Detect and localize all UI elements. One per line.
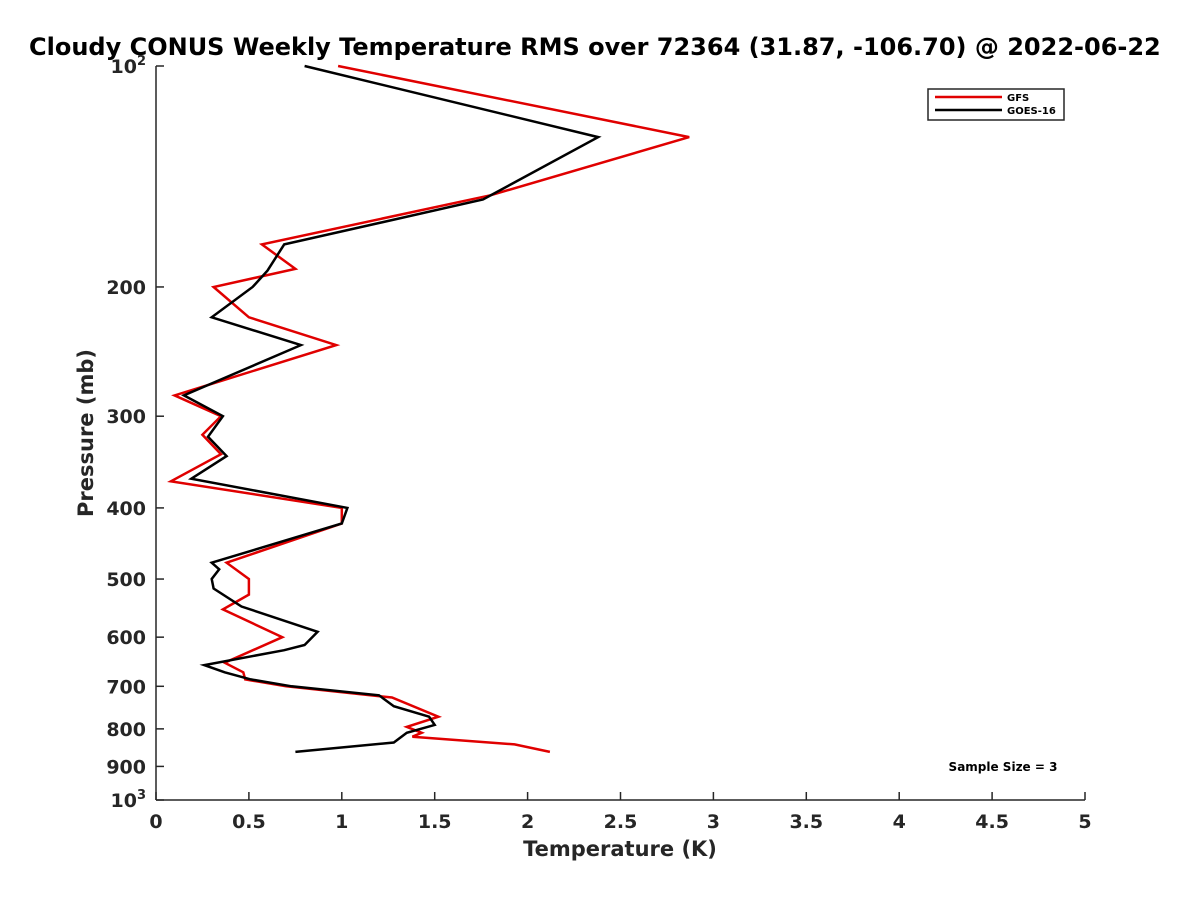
legend: GFS GOES-16 [927,88,1065,121]
y-tick-label: 500 [106,569,146,591]
y-tick-label: 900 [106,756,146,778]
x-tick-label: 1.5 [418,811,452,833]
y-tick-label: 200 [106,277,146,299]
y-tick-label: 700 [106,676,146,698]
x-tick-label: 2.5 [604,811,638,833]
sample-size-annotation: Sample Size = 3 [949,760,1058,774]
plot-area: 0 0.5 1 1.5 2 2.5 3 3.5 4 4.5 5 102 200 300 400 500 600 7… [106,54,1091,833]
y-tick-label: 300 [106,406,146,428]
series-line-goes-16 [181,64,602,754]
x-tick-label: 4 [893,811,906,833]
series-line-gfs [167,64,690,754]
x-tick-label: 4.5 [975,811,1009,833]
x-tick-label: 3.5 [789,811,823,833]
x-tick-label: 0 [149,811,162,833]
y-tick-label: 102 [111,54,147,78]
x-tick-label: 1 [335,811,348,833]
x-tick-label: 3 [707,811,720,833]
y-tick-label: 103 [111,788,147,812]
y-axis-label: Pressure (mb) [74,349,98,517]
x-axis-label: Temperature (K) [523,837,717,861]
y-tick-label: 400 [106,498,146,520]
x-tick-label: 5 [1078,811,1091,833]
chart-title: Cloudy CONUS Weekly Temperature RMS over… [29,33,1161,61]
legend-label-gfs: GFS [1007,93,1029,104]
y-tick-label: 800 [106,719,146,741]
legend-label-goes-16: GOES-16 [1007,106,1056,117]
x-tick-label: 0.5 [232,811,266,833]
legend-box [927,88,1065,121]
y-tick-label: 600 [106,627,146,649]
x-tick-label: 2 [521,811,534,833]
